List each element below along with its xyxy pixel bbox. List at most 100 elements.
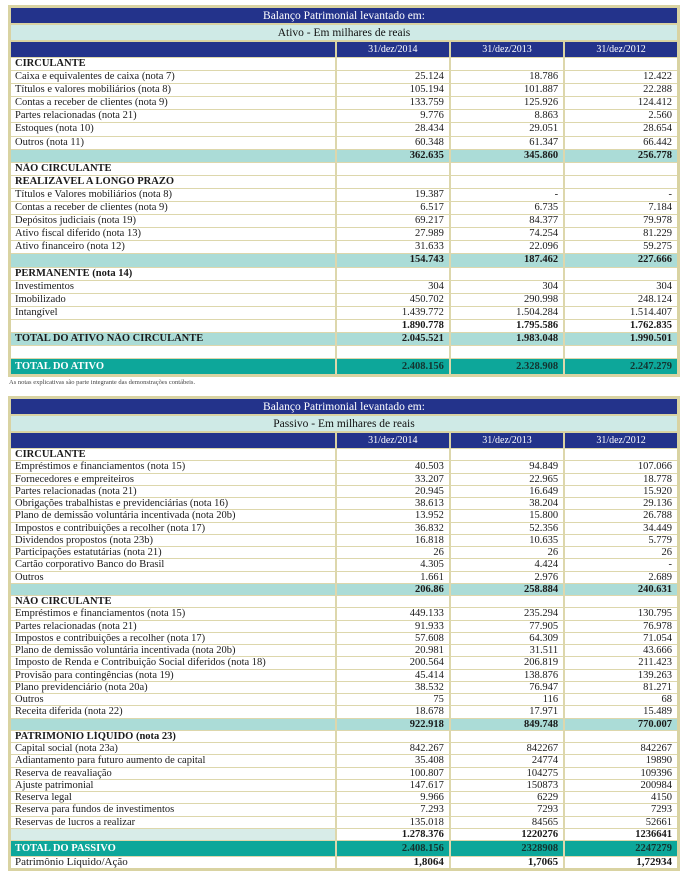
- liabilities-table-title: Balanço Patrimonial levantado em:: [11, 399, 677, 417]
- row-label: TOTAL DO PASSIVO: [15, 843, 116, 855]
- row-value: 1236641: [563, 828, 677, 841]
- row-value: 26: [563, 547, 677, 559]
- row-value: 1.990.501: [563, 332, 677, 346]
- table-row-data: Obrigações trabalhistas e previdenciária…: [11, 497, 677, 510]
- row-label: Plano de demissão voluntária incentivada…: [15, 645, 236, 657]
- row-value: 26: [334, 547, 449, 559]
- row-value: 100.807: [334, 767, 449, 779]
- row-value: 1,8064: [334, 857, 449, 869]
- table-row-data: Reserva legal 9.966 6229 4150: [11, 791, 677, 804]
- row-value: 849.748: [448, 718, 563, 730]
- row-value: 1.983.048: [448, 332, 563, 346]
- row-value: 1.278.376: [334, 828, 449, 841]
- row-value: 1.504.284: [448, 306, 563, 319]
- row-value: 362.635: [334, 149, 449, 162]
- table-row-data: Impostos e contribuições a recolher (not…: [11, 521, 677, 534]
- row-value: 81.229: [563, 228, 677, 241]
- row-label: Partes relacionadas (nota 21): [15, 620, 137, 632]
- row-value: 240.631: [563, 583, 677, 596]
- row-value: [563, 58, 677, 71]
- row-value: 1,72934: [563, 857, 677, 869]
- row-value: 105.194: [334, 84, 449, 97]
- row-value: 1220276: [448, 828, 563, 841]
- table-row-subtotal: 922.918 849.748 770.007: [11, 717, 677, 730]
- row-label: Imposto de Renda e Contribuição Social d…: [15, 657, 266, 669]
- row-value: 101.887: [448, 84, 563, 97]
- row-value: 15.800: [448, 510, 563, 522]
- table-row-data: Títulos e valores mobiliários (nota 8) 10…: [11, 83, 677, 97]
- row-value: 76.978: [563, 620, 677, 632]
- row-value: 29.051: [448, 123, 563, 136]
- row-value: 1.762.835: [563, 319, 677, 332]
- table-row-empty: [11, 345, 677, 359]
- row-value: [334, 58, 449, 71]
- row-label: Outros: [15, 571, 44, 583]
- row-label: Provisão para contingências (nota 19): [15, 669, 174, 681]
- row-value: 1.514.407: [563, 306, 677, 319]
- row-value: -: [563, 188, 677, 202]
- row-value: 6.517: [334, 202, 449, 215]
- row-value: 107.066: [563, 461, 677, 473]
- row-value: 258.884: [448, 583, 563, 596]
- row-label: Partes relacionadas (nota 21): [15, 110, 137, 122]
- row-value: 52.356: [448, 522, 563, 534]
- row-value: 68: [563, 694, 677, 706]
- row-label: Adiantamento para futuro aumento de capi…: [15, 755, 206, 767]
- row-value: 18.678: [334, 706, 449, 718]
- assets-column-header-2013: 31/dez/2013: [448, 42, 563, 57]
- row-value: 449.133: [334, 608, 449, 620]
- row-value: 38.532: [334, 681, 449, 694]
- row-value: 43.666: [563, 645, 677, 657]
- row-value: 52661: [563, 816, 677, 828]
- row-value: 36.832: [334, 522, 449, 534]
- row-value: 304: [334, 280, 449, 293]
- row-value: 38.204: [448, 498, 563, 510]
- row-label: TOTAL DO ATIVO: [15, 361, 105, 373]
- row-value: 31.511: [448, 645, 563, 657]
- table-row-data: Estoques (nota 10) 28.434 29.051 28.654: [11, 122, 677, 136]
- table-row-data: Impostos e contribuições a recolher (not…: [11, 631, 677, 645]
- row-value: 842267: [563, 743, 677, 755]
- row-value: 211.423: [563, 657, 677, 669]
- row-value: 133.759: [334, 97, 449, 110]
- row-value: 104275: [448, 767, 563, 779]
- row-value: [563, 730, 677, 743]
- row-value: 2.560: [563, 110, 677, 123]
- row-label: NÃO CIRCULANTE: [15, 162, 112, 174]
- row-value: 2.408.156: [334, 359, 449, 375]
- row-label: Caixa e equivalentes de caixa (nota 7): [15, 71, 175, 83]
- row-value: 10.635: [448, 534, 563, 547]
- table-row-data: Partes relacionadas (nota 21) 91.933 77.90…: [11, 619, 677, 632]
- table-row-sumrow2: 1.278.376 1220276 1236641: [11, 827, 677, 841]
- assets-table-subtitle: Ativo - Em milhares de reais: [11, 25, 677, 42]
- row-value: 20.981: [334, 645, 449, 657]
- table-row-data: Reserva para fundos de investimentos 7.29…: [11, 803, 677, 816]
- table-row-sumrow: 1.890.778 1.795.586 1.762.835: [11, 318, 677, 332]
- row-value: 29.136: [563, 498, 677, 510]
- table-row-data: Cartão corporativo Banco do Brasil 4.305 4…: [11, 558, 677, 571]
- row-label: [11, 150, 335, 162]
- row-label: Reservas de lucros a realizar: [15, 816, 136, 828]
- liabilities-column-header-2013: 31/dez/2013: [448, 433, 563, 449]
- row-label: Impostos e contribuições a recolher (not…: [15, 632, 206, 644]
- row-value: 125.926: [448, 97, 563, 110]
- row-value: 842.267: [334, 743, 449, 755]
- table-row-data: Capital social (nota 23a) 842.267 842267 84…: [11, 742, 677, 755]
- row-value: 4.424: [448, 559, 563, 571]
- row-value: 31.633: [334, 241, 449, 254]
- table-row-section: PERMANENTE (nota 14): [11, 266, 677, 280]
- table-row-data: Outros 75 116 68: [11, 693, 677, 706]
- row-value: 450.702: [334, 293, 449, 306]
- row-value: 200.564: [334, 657, 449, 669]
- row-value: 2.976: [448, 571, 563, 583]
- table-row-subtotal: 362.635 345.860 256.778: [11, 148, 677, 162]
- row-value: 290.998: [448, 293, 563, 306]
- row-value: [448, 596, 563, 608]
- row-value: 2.247.279: [563, 359, 677, 375]
- row-value: 75: [334, 694, 449, 706]
- liabilities-column-header-2014: 31/dez/2014: [334, 433, 449, 449]
- liabilities-column-header-2012: 31/dez/2012: [563, 433, 677, 449]
- row-label: Patrimônio Líquido/Ação: [15, 857, 128, 869]
- row-value: 34.449: [563, 522, 677, 534]
- row-label: Plano previdenciário (nota 20a): [15, 681, 148, 693]
